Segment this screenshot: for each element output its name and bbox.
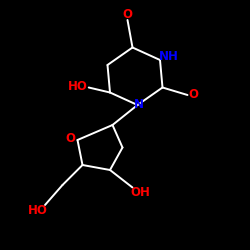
Text: N: N [134, 98, 144, 112]
Text: HO: HO [28, 204, 48, 216]
Text: O: O [66, 132, 76, 145]
Text: O: O [122, 8, 132, 21]
Text: HO: HO [68, 80, 87, 93]
Text: OH: OH [130, 186, 150, 199]
Text: NH: NH [159, 50, 179, 63]
Text: O: O [189, 88, 199, 102]
